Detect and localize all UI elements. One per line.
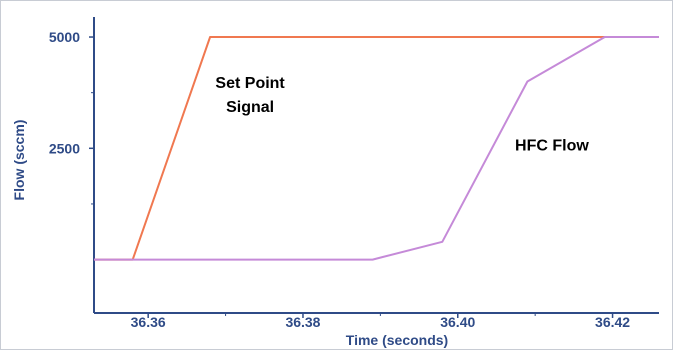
annotation-1: HFC Flow (515, 138, 589, 155)
y-axis-label: Flow (sccm) (11, 120, 27, 201)
y-tick-label-0: 5000 (49, 29, 80, 45)
x-tick-label-0: 36.36 (131, 314, 166, 330)
annotation-0-line-1: Signal (226, 99, 274, 116)
x-tick-label-3: 36.42 (595, 314, 630, 330)
axes (89, 17, 659, 318)
x-tick-label-1: 36.38 (285, 314, 320, 330)
annotation-0: Set Point Signal (215, 75, 285, 116)
y-tick-label-1: 2500 (49, 140, 80, 156)
x-tick-label-2: 36.40 (440, 314, 475, 330)
annotation-1-line-0: HFC Flow (515, 138, 589, 155)
annotation-0-line-0: Set Point (215, 75, 285, 92)
text-layer: Time (seconds) Flow (sccm) 36.36 36.38 36.… (11, 29, 630, 348)
series-line-1 (94, 36, 659, 261)
x-axis-label: Time (seconds) (346, 332, 448, 348)
series-layer (94, 36, 659, 261)
